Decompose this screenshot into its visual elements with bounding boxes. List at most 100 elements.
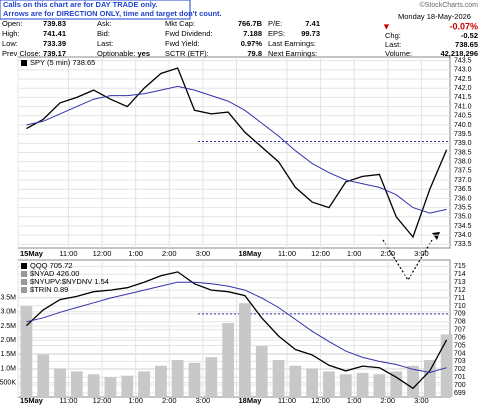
quote-label: Low:: [2, 39, 18, 48]
quote-value: -0.52: [461, 31, 478, 40]
y-tick-label: 735.5: [454, 204, 472, 211]
volume-bar: [407, 365, 419, 397]
quote-label: Next Earnings:: [268, 49, 317, 58]
y-tick-label: 735.0: [454, 214, 472, 221]
x-tick-label: 1:00: [347, 249, 362, 258]
y-tick-label: 1.0M: [0, 365, 16, 372]
volume-bar: [440, 334, 453, 397]
quote-value: 7.188: [243, 29, 262, 38]
volume-bar: [20, 306, 33, 397]
volume-bar: [121, 375, 134, 397]
y-tick-label: 743.0: [454, 67, 472, 74]
legend-entry: SPY (5 min) 738.65: [30, 58, 95, 67]
volume-bar: [239, 303, 251, 397]
series-line: [26, 67, 448, 239]
y-tick-label: 739.5: [454, 131, 472, 138]
y-tick-label: 740.0: [454, 122, 472, 129]
quote-label: Open:: [2, 19, 22, 28]
quote-value: 733.39: [43, 39, 66, 48]
legend-entry: $TRIN 0.89: [30, 285, 68, 294]
volume-bar: [339, 374, 352, 397]
series-line: [26, 85, 447, 214]
volume-bar: [171, 360, 184, 397]
legend-entry: $NYAD 426.00: [30, 269, 79, 278]
volume-bar: [54, 368, 66, 397]
quote-label: Fwd Dividend:: [165, 29, 213, 38]
quote-value: 738.65: [455, 40, 478, 49]
volume-bar: [70, 371, 83, 397]
quote-label: Mkt Cap:: [165, 19, 195, 28]
quote-label: Bid:: [97, 29, 110, 38]
volume-bar: [138, 371, 150, 397]
y-tick-label: 741.5: [454, 94, 472, 101]
volume-bar: [356, 372, 369, 397]
volume-bar: [104, 377, 117, 397]
quote-label: High:: [2, 29, 20, 38]
x-tick-label: 12:00: [93, 396, 112, 405]
quote-label: Last:: [97, 39, 113, 48]
y-tick-label: 707: [454, 327, 466, 334]
x-tick-label: 12:00: [311, 249, 330, 258]
quote-value: 739.83: [43, 19, 66, 28]
x-tick-label: 3:00: [414, 249, 429, 258]
change-percent: -0.07%: [449, 21, 478, 31]
volume-bar: [87, 374, 100, 397]
quote-value: 739.17: [43, 49, 66, 58]
x-tick-label: 12:00: [93, 249, 112, 258]
volume-bar: [272, 360, 285, 397]
x-tick-label: 3:00: [196, 396, 211, 405]
x-tick-label: 11:00: [59, 396, 77, 405]
legend-swatch: [21, 287, 27, 293]
legend-swatch: [21, 263, 27, 269]
quote-label: SCTR (ETF):: [165, 49, 209, 58]
y-tick-label: 706: [454, 334, 466, 341]
y-tick-label: 734.0: [454, 232, 472, 239]
quote-label: Last:: [385, 40, 401, 49]
y-tick-label: 715: [454, 263, 466, 270]
x-tick-label: 2:00: [381, 249, 396, 258]
volume-bar: [289, 365, 302, 397]
x-tick-label: 18May: [239, 396, 263, 405]
x-tick-label: 3:00: [196, 249, 211, 258]
legend-entry: $NYUPV:$NYDNV 1.54: [30, 277, 109, 286]
arrow-head: [432, 232, 440, 240]
x-tick-label: 2:00: [162, 249, 177, 258]
y-tick-label: 734.5: [454, 223, 472, 230]
volume-bar: [423, 360, 436, 397]
x-tick-label: 18May: [239, 249, 263, 258]
quote-value: 741.41: [43, 29, 66, 38]
y-tick-label: 709: [454, 311, 466, 318]
quote-value: 42,218,296: [440, 49, 478, 58]
y-tick-label: 741.0: [454, 103, 472, 110]
y-tick-label: 737.0: [454, 177, 472, 184]
x-tick-label: 1:00: [347, 396, 362, 405]
quote-label: Last Earnings:: [268, 39, 316, 48]
y-tick-label: 704: [454, 350, 466, 357]
volume-bar: [390, 371, 403, 397]
y-tick-label: 699: [454, 390, 466, 397]
volume-bar: [222, 323, 234, 397]
x-tick-label: 3:00: [414, 396, 429, 405]
y-tick-label: 736.5: [454, 186, 472, 193]
volume-bar: [205, 357, 218, 397]
quote-value: 0.97%: [241, 39, 263, 48]
x-tick-label: 1:00: [128, 249, 143, 258]
x-tick-label: 2:00: [162, 396, 177, 405]
y-tick-label: 3.0M: [0, 309, 16, 316]
x-tick-label: 11:00: [59, 249, 77, 258]
legend-swatch: [21, 271, 27, 277]
y-tick-label: 714: [454, 271, 466, 278]
y-tick-label: 703: [454, 358, 466, 365]
volume-bar: [37, 354, 50, 397]
y-tick-label: 708: [454, 319, 466, 326]
y-tick-label: 711: [454, 295, 465, 302]
quote-label: Optionable:: [97, 49, 135, 58]
volume-bar: [373, 374, 386, 397]
legend-swatch: [21, 60, 27, 66]
quote-label: Chg:: [385, 31, 401, 40]
volume-bar: [323, 371, 335, 397]
y-tick-label: 739.0: [454, 140, 472, 147]
quote-value: yes: [137, 49, 150, 58]
y-tick-label: 738.5: [454, 149, 472, 156]
